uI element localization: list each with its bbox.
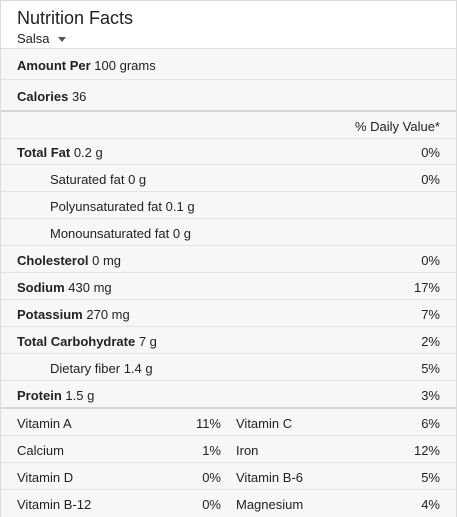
vitamin-label: Iron xyxy=(236,443,259,458)
vitamin-label: Vitamin B-12 xyxy=(17,497,92,512)
caret-down-icon[interactable] xyxy=(57,36,66,42)
vitamin-pct: 6% xyxy=(421,416,440,431)
nutrient-value: 0 g xyxy=(128,172,147,187)
nutrient-pct: 17% xyxy=(413,280,440,295)
vitamin-row: Vitamin B-12 0% Magnesium 4% xyxy=(1,490,456,517)
nutrient-row-potassium: Potassium 270 mg 7% xyxy=(1,300,456,327)
nutrient-pct: 0% xyxy=(421,253,440,268)
nutrient-pct: 0% xyxy=(421,145,440,160)
amount-per-label: Amount Per xyxy=(17,58,91,73)
page-title: Nutrition Facts xyxy=(17,8,134,28)
nutrient-row-protein: Protein 1.5 g 3% xyxy=(1,381,456,409)
vitamin-pct: 4% xyxy=(421,497,440,512)
vitamin-pct: 0% xyxy=(202,470,221,485)
nutrient-label: Sodium xyxy=(17,280,65,295)
daily-value-header: % Daily Value* xyxy=(354,119,440,134)
amount-per-row: Amount Per 100 grams xyxy=(1,49,456,80)
nutrient-pct: 2% xyxy=(421,334,440,349)
nutrient-label: Monounsaturated fat xyxy=(50,226,170,241)
header: Nutrition Facts Salsa xyxy=(1,1,456,48)
nutrient-label: Dietary fiber xyxy=(50,361,121,376)
nutrient-row-cholesterol: Cholesterol 0 mg 0% xyxy=(1,246,456,273)
nutrient-row-dietary-fiber: Dietary fiber 1.4 g 5% xyxy=(1,354,456,381)
vitamin-pct: 1% xyxy=(202,443,221,458)
nutrient-row-polyunsaturated-fat: Polyunsaturated fat 0.1 g xyxy=(1,192,456,219)
nutrient-label: Total Carbohydrate xyxy=(17,334,136,349)
vitamin-row: Calcium 1% Iron 12% xyxy=(1,436,456,463)
vitamin-label: Vitamin D xyxy=(17,470,74,485)
nutrient-value: 0 g xyxy=(172,226,191,241)
nutrient-value: 270 mg xyxy=(86,307,130,322)
vitamin-pct: 11% xyxy=(195,416,221,431)
nutrient-value: 430 mg xyxy=(68,280,112,295)
food-selector[interactable]: Salsa xyxy=(17,31,66,46)
vitamin-row: Vitamin D 0% Vitamin B-6 5% xyxy=(1,463,456,490)
nutrient-value: 0 mg xyxy=(92,253,122,268)
food-name: Salsa xyxy=(17,31,50,46)
vitamin-pct: 5% xyxy=(421,470,440,485)
vitamin-label: Vitamin B-6 xyxy=(236,470,303,485)
nutrient-value: 0.2 g xyxy=(73,145,103,160)
nutrient-row-total-carbohydrate: Total Carbohydrate 7 g 2% xyxy=(1,327,456,354)
nutrient-value: 0.1 g xyxy=(165,199,195,214)
vitamin-pct: 12% xyxy=(413,443,440,458)
nutrient-label: Cholesterol xyxy=(17,253,89,268)
nutrient-value: 7 g xyxy=(138,334,157,349)
nutrient-pct: 7% xyxy=(421,307,440,322)
nutrient-label: Saturated fat xyxy=(50,172,125,187)
nutrition-table: Amount Per 100 grams Calories 36 % Daily… xyxy=(1,48,456,517)
vitamin-label: Vitamin C xyxy=(236,416,293,431)
nutrient-pct: 5% xyxy=(421,361,440,376)
calories-label: Calories xyxy=(17,89,69,104)
vitamin-label: Vitamin A xyxy=(17,416,72,431)
calories-value: 36 xyxy=(71,89,87,104)
nutrient-row-total-fat: Total Fat 0.2 g 0% xyxy=(1,139,456,165)
nutrient-value: 1.4 g xyxy=(123,361,153,376)
amount-per-value: 100 grams xyxy=(94,58,156,73)
nutrient-label: Total Fat xyxy=(17,145,71,160)
nutrient-value: 1.5 g xyxy=(65,388,95,403)
nutrient-label: Potassium xyxy=(17,307,83,322)
calories-row: Calories 36 xyxy=(1,80,456,112)
nutrient-row-sodium: Sodium 430 mg 17% xyxy=(1,273,456,300)
vitamin-row: Vitamin A 11% Vitamin C 6% xyxy=(1,409,456,436)
nutrient-pct: 0% xyxy=(421,172,440,187)
vitamin-pct: 0% xyxy=(202,497,221,512)
nutrient-pct: 3% xyxy=(421,388,440,403)
nutrient-row-saturated-fat: Saturated fat 0 g 0% xyxy=(1,165,456,192)
vitamin-label: Calcium xyxy=(17,443,64,458)
daily-value-header-row: % Daily Value* xyxy=(1,112,456,139)
vitamin-label: Magnesium xyxy=(236,497,304,512)
nutrient-label: Polyunsaturated fat xyxy=(50,199,163,214)
nutrient-row-monounsaturated-fat: Monounsaturated fat 0 g xyxy=(1,219,456,246)
nutrient-label: Protein xyxy=(17,388,62,403)
